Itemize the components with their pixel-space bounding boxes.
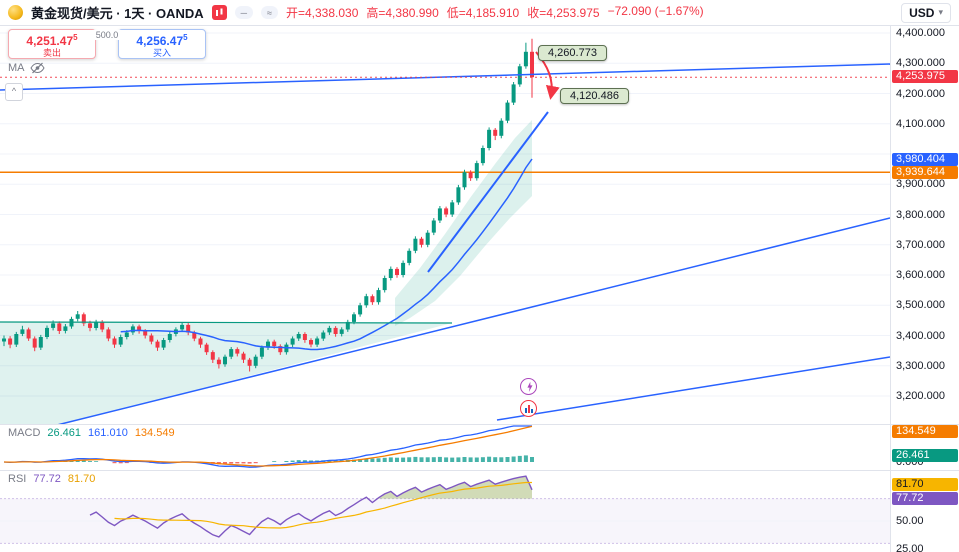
axis-tick-label: 25.00 [896, 543, 924, 552]
axis-tick-label: 3,300.000 [896, 359, 945, 372]
sell-label: 卖出 [42, 47, 61, 58]
price-badge: 81.70 [892, 478, 958, 492]
axis-tick-label: 3,200.000 [896, 390, 945, 402]
price-badge: 77.72 [892, 491, 958, 505]
candles-glyph [215, 8, 223, 16]
axis-tick-label: 4,100.000 [896, 117, 945, 130]
lightning-icon [527, 381, 533, 392]
macd-title: MACD [8, 427, 41, 439]
symbol-title[interactable]: 黄金现货/美元 · 1天 · OANDA [31, 6, 204, 21]
axis-tick-label: 3,500.000 [896, 299, 945, 312]
sell-button[interactable]: 4,251.475 卖出 [8, 29, 96, 59]
bars-icon [524, 404, 533, 413]
rsi-title: RSI [8, 473, 27, 485]
ohlc-high: 高=4,380.990 [366, 6, 439, 20]
ma-indicator-legend[interactable]: MA [8, 62, 45, 74]
gold-symbol-logo-icon[interactable] [8, 5, 23, 20]
toolbar: 黄金现货/美元 · 1天 · OANDA ─ ≈ 开=4,338.030 高=4… [0, 0, 959, 26]
axis-tick-label: 50.00 [896, 515, 924, 527]
wave-style-pill-icon[interactable]: ≈ [261, 6, 278, 19]
axis-tick-label: 3,800.000 [896, 208, 945, 221]
ohlc-low: 低=4,185.910 [446, 6, 520, 20]
price-badge: 26.461 [892, 449, 958, 463]
line-style-pill-icon[interactable]: ─ [234, 6, 254, 19]
spread-value: 500.0 [90, 30, 124, 40]
rsi-pane-divider[interactable] [0, 470, 959, 471]
report-event-icon[interactable] [520, 400, 537, 417]
price-axis[interactable]: 4,400.000 4,300.000 4,200.000 4,100.000 3,90… [890, 26, 959, 552]
axis-tick-label: 3,900.000 [896, 178, 945, 191]
eye-hidden-icon[interactable] [29, 62, 45, 74]
ohlc-readout: 开=4,338.030 高=4,380.990 低=4,185.910 收=4,… [286, 4, 704, 21]
macd-signal-value: 134.549 [134, 427, 175, 439]
ma-label: MA [8, 62, 25, 74]
ohlc-open: 开=4,338.030 [285, 6, 359, 20]
axis-tick-label: 4,200.000 [896, 87, 945, 100]
rsi-chart[interactable] [0, 471, 890, 552]
candlestick-chart-type-icon[interactable] [211, 5, 227, 20]
price-badge: 3,939.644 [892, 166, 958, 180]
axis-tick-label: 4,300.000 [896, 57, 945, 70]
collapse-panel-button[interactable]: ^ [5, 83, 23, 101]
rsi-value: 77.72 [33, 473, 61, 485]
ohlc-change: −72.090 (−1.67%) [607, 4, 704, 18]
axis-tick-label: 3,700.000 [896, 238, 945, 251]
buy-button[interactable]: 4,256.475 买入 [118, 29, 206, 59]
macd-pane-divider[interactable] [0, 424, 959, 425]
axis-tick-label: 4,400.000 [896, 27, 945, 39]
rsi-status-line[interactable]: RSI 77.72 81.70 [8, 473, 95, 485]
macd-chart[interactable] [0, 425, 890, 470]
price-callout-target[interactable]: 4,120.486 [560, 88, 629, 104]
price-badge: 134.549 [892, 425, 958, 438]
buy-label: 买入 [152, 47, 171, 58]
buy-price: 4,256.475 [136, 32, 188, 48]
rsi-ma-value: 81.70 [67, 473, 96, 485]
price-badge: 3,980.404 [892, 152, 958, 166]
economic-event-icon[interactable] [520, 378, 537, 395]
currency-selector[interactable]: USD ▾ [901, 2, 951, 23]
ohlc-close: 收=4,253.975 [527, 6, 600, 20]
macd-hist-value: 26.461 [47, 427, 82, 439]
price-badge: 4,253.975 [892, 70, 958, 84]
currency-label: USD [909, 5, 935, 20]
price-chart[interactable] [0, 26, 890, 424]
axis-tick-label: 3,600.000 [896, 269, 945, 281]
macd-line-value: 161.010 [88, 427, 128, 439]
chevron-down-icon: ▾ [938, 7, 943, 17]
price-callout-high[interactable]: 4,260.773 [538, 45, 607, 61]
axis-tick-label: 3,400.000 [896, 329, 945, 342]
sell-price: 4,251.475 [26, 32, 78, 48]
macd-status-line[interactable]: MACD 26.461 161.010 134.549 [8, 427, 175, 439]
